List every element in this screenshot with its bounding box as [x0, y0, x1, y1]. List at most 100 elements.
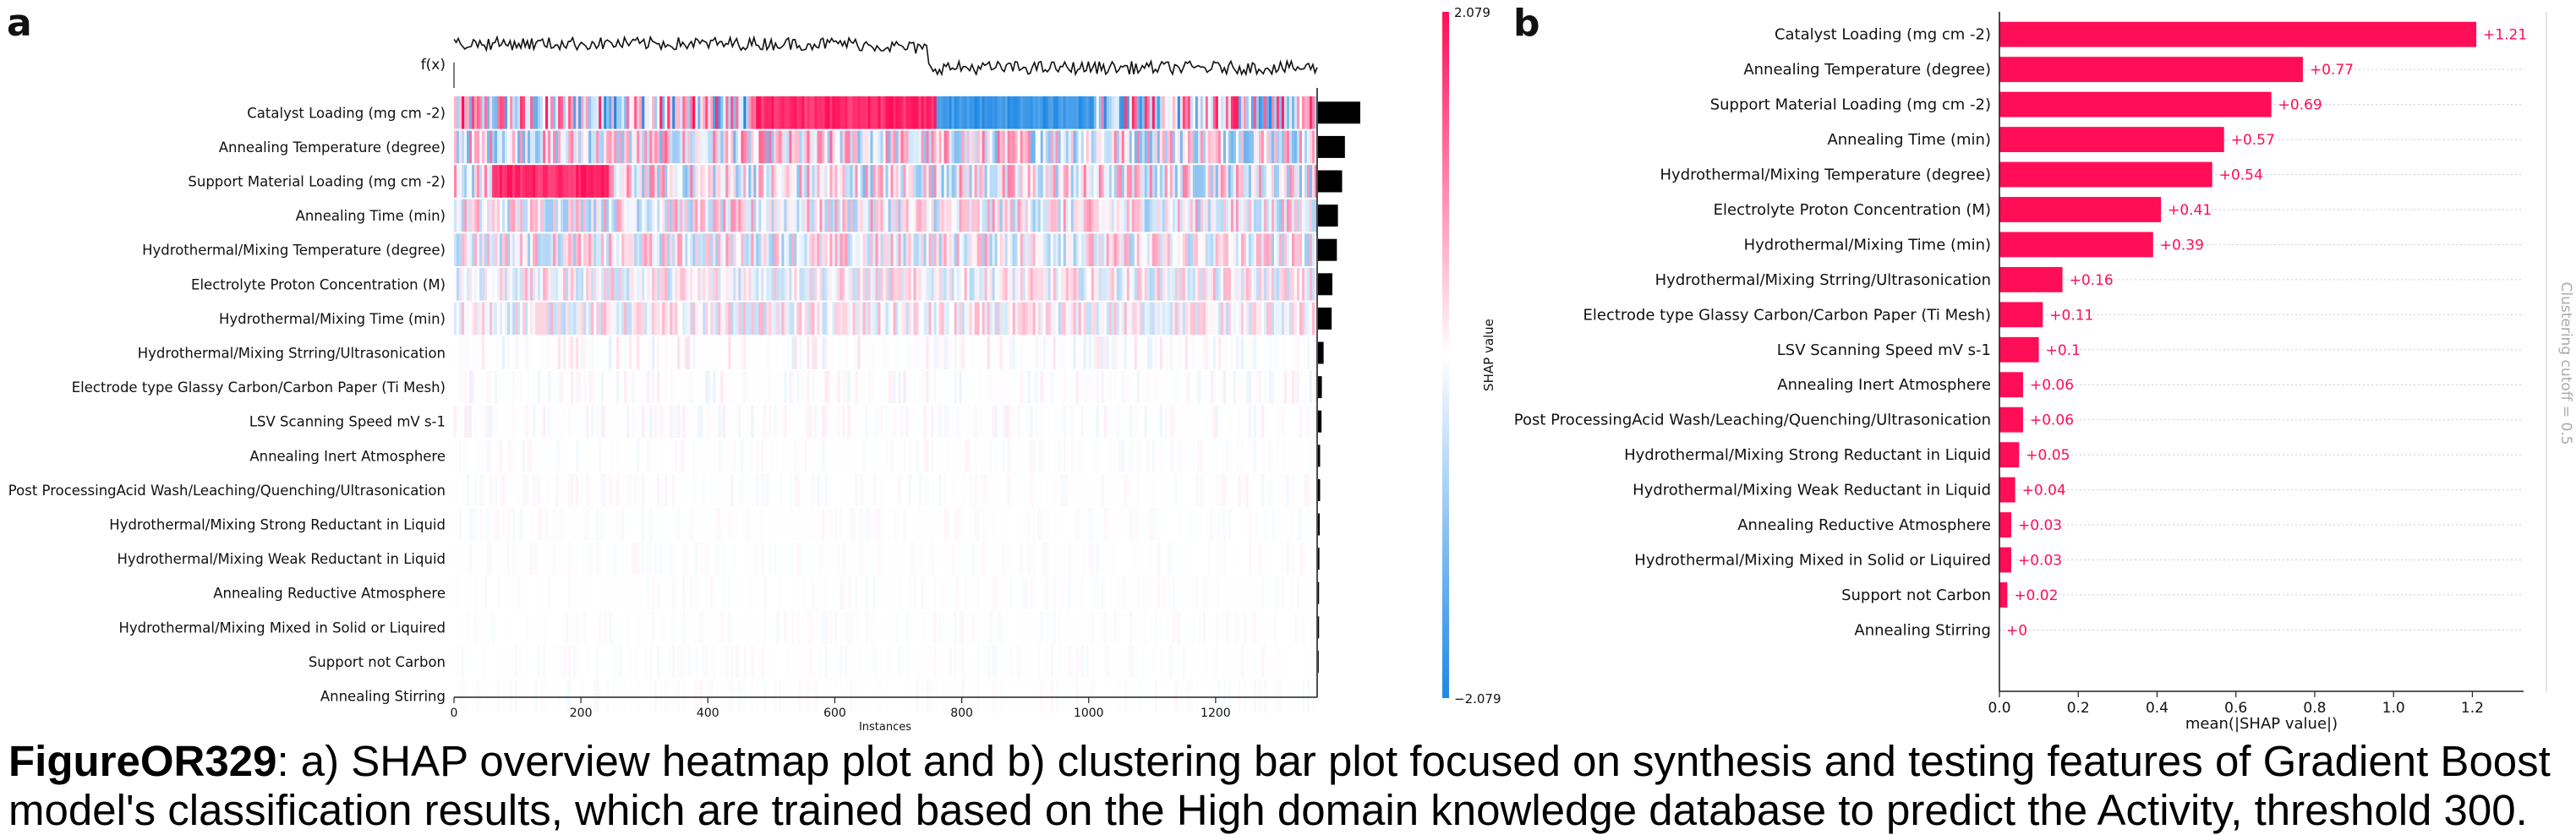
heatmap-cell: [971, 405, 976, 438]
heatmap-cell: [1027, 233, 1031, 266]
heatmap-cell: [528, 439, 531, 472]
heatmap-cell: [487, 302, 490, 336]
heatmap-cell: [568, 508, 572, 541]
heatmap-cell: [517, 576, 521, 609]
heatmap-cell: [1055, 508, 1059, 541]
heatmap-cell: [1118, 439, 1123, 472]
heatmap-cell: [1240, 96, 1244, 129]
heatmap-cell: [1288, 130, 1293, 164]
heatmap-cell: [880, 370, 884, 404]
heatmap-cell: [1144, 542, 1148, 576]
heatmap-cell: [583, 302, 587, 336]
heatmap-cell: [807, 439, 811, 472]
heatmap-cell: [1108, 439, 1113, 472]
heatmap-cell: [781, 268, 785, 301]
heatmap-cell: [1116, 508, 1120, 541]
heatmap-cell: [642, 542, 645, 576]
heatmap-cell: [690, 96, 693, 129]
heatmap-cell: [1078, 130, 1082, 164]
heatmap-cell: [700, 473, 703, 507]
heatmap-cell: [890, 130, 894, 164]
heatmap-cell: [1243, 233, 1247, 266]
heatmap-cell: [928, 268, 933, 301]
heatmap-cell: [824, 96, 829, 129]
heatmap-cell: [555, 199, 559, 232]
heatmap-cell: [741, 576, 744, 609]
heatmap-cell: [908, 336, 912, 369]
heatmap-cell: [758, 508, 762, 541]
heatmap-cell: [639, 576, 643, 609]
heatmap-cell: [870, 302, 874, 336]
heatmap-cell: [801, 268, 806, 301]
heatmap-cell: [614, 508, 617, 541]
heatmap-cell: [1017, 199, 1021, 232]
heatmap-cell: [634, 268, 637, 301]
heatmap-cell: [814, 542, 818, 576]
heatmap-cell: [992, 336, 996, 369]
heatmap-cell: [637, 302, 640, 336]
heatmap-cell: [626, 439, 630, 472]
heatmap-cell: [1068, 508, 1072, 541]
heatmap-cell: [1291, 542, 1295, 576]
heatmap-cell: [1268, 268, 1272, 301]
heatmap-cell: [911, 96, 915, 129]
heatmap-cell: [1172, 370, 1176, 404]
heatmap-cell: [1179, 508, 1184, 541]
heatmap-cell: [888, 439, 892, 472]
heatmap-cell: [649, 199, 653, 232]
heatmap-cell: [1070, 233, 1075, 266]
heatmap-cell: [814, 439, 818, 472]
heatmap-cell: [982, 439, 986, 472]
heatmap-cell: [987, 165, 991, 198]
heatmap-cell: [1301, 302, 1305, 336]
heatmap-cell: [502, 130, 506, 164]
heatmap-cell: [933, 405, 938, 438]
heatmap-cell: [784, 199, 787, 232]
heatmap-cell: [890, 96, 894, 129]
heatmap-cell: [900, 370, 905, 404]
heatmap-cell: [708, 439, 711, 472]
heatmap-cell: [609, 336, 612, 369]
heatmap-cell: [1073, 439, 1077, 472]
heatmap-cell: [538, 542, 541, 576]
heatmap-cell: [1245, 439, 1250, 472]
heatmap-cell: [454, 576, 457, 609]
heatmap-cell: [1136, 302, 1140, 336]
heatmap-cell: [629, 302, 632, 336]
heatmap-cell: [591, 370, 594, 404]
heatmap-cell: [984, 165, 988, 198]
heatmap-cell: [1144, 370, 1148, 404]
heatmap-cell: [1098, 302, 1102, 336]
heatmap-cell: [464, 542, 468, 576]
heatmap-cell: [1299, 199, 1303, 232]
heatmap-cell: [1055, 473, 1059, 507]
heatmap-cell: [1182, 96, 1186, 129]
heatmap-cell: [738, 165, 741, 198]
heatmap-cell: [588, 473, 592, 507]
heatmap-cell: [1030, 268, 1034, 301]
heatmap-cell: [771, 473, 774, 507]
heatmap-cell: [609, 473, 612, 507]
heatmap-cell: [763, 96, 767, 129]
heatmap-cell: [1212, 130, 1217, 164]
heatmap-cell: [1101, 508, 1105, 541]
heatmap-cell: [715, 302, 719, 336]
heatmap-cell: [794, 370, 797, 404]
heatmap-cell: [522, 233, 526, 266]
heatmap-cell: [931, 268, 935, 301]
heatmap-cell: [1108, 542, 1113, 576]
heatmap-cell: [457, 370, 460, 404]
heatmap-cell: [1146, 370, 1151, 404]
heatmap-cell: [659, 96, 663, 129]
heatmap-cell: [763, 370, 767, 404]
heatmap-cell: [1288, 439, 1293, 472]
heatmap-cell: [926, 336, 930, 369]
heatmap-cell: [1296, 439, 1300, 472]
heatmap-cell: [1273, 405, 1277, 438]
heatmap-cell: [1182, 336, 1186, 369]
heatmap-cell: [870, 576, 874, 609]
heatmap-cell: [672, 268, 675, 301]
heatmap-cell: [730, 336, 734, 369]
heatmap-cell: [900, 576, 905, 609]
heatmap-cell: [817, 96, 821, 129]
